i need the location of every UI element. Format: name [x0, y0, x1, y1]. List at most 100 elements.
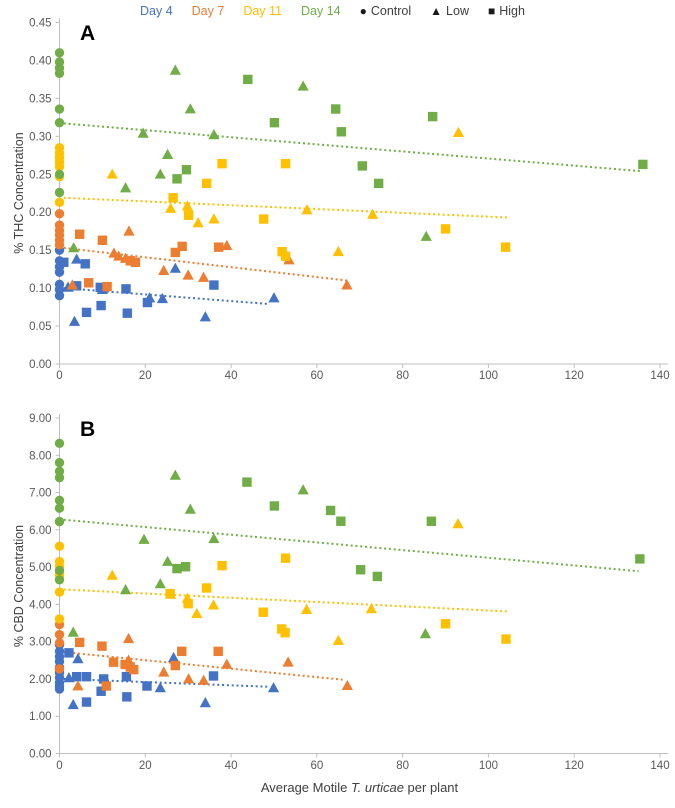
scatter-point-day7-low — [122, 632, 135, 644]
scatter-point-day11-low — [208, 213, 220, 224]
scatter-point-day11-high — [217, 158, 227, 169]
scatter-point-day4-low — [268, 292, 280, 303]
y-tick-label: 0.15 — [29, 245, 51, 257]
scatter-point-day11-low — [452, 518, 464, 529]
scatter-point-day7-low — [221, 239, 233, 251]
scatter-point-day7-high — [213, 242, 224, 252]
scatter-point-day4-high — [209, 280, 219, 290]
scatter-point-day4-high — [122, 308, 132, 318]
scatter-point-day11-high — [217, 560, 227, 571]
scatter-point-day14-high — [373, 178, 384, 189]
scatter-point-day7-low — [182, 269, 194, 280]
scatter-point-day11-high — [280, 251, 291, 261]
scatter-point-day4-control — [54, 684, 65, 694]
x-tick-label: 100 — [479, 760, 498, 772]
scatter-point-day14-control — [54, 187, 65, 198]
scatter-point-day7-low — [123, 225, 135, 236]
x-tick-label: 20 — [139, 370, 152, 382]
y-tick-label: 0.35 — [29, 93, 51, 105]
scatter-point-day11-high — [280, 553, 291, 563]
legend-label-day4: Day 4 — [140, 4, 173, 18]
y-tick-label: 9.00 — [29, 413, 51, 425]
scatter-point-day14-high — [635, 554, 645, 564]
scatter-point-day4-high — [142, 297, 153, 308]
scatter-point-day11-control — [54, 614, 65, 624]
scatter-point-day14-low — [184, 503, 196, 514]
scatter-point-day14-control — [54, 169, 65, 179]
scatter-point-day7-control — [54, 638, 65, 648]
trendline-day11 — [63, 196, 508, 219]
y-tick-label: 0.20 — [29, 207, 51, 219]
legend-item-day4: Day 4 — [140, 4, 173, 18]
scatter-point-day11-high — [168, 193, 178, 203]
scatter-point-day14-high — [269, 117, 280, 128]
scatter-point-day11-low — [181, 200, 193, 211]
scatter-point-day7-low — [341, 679, 353, 691]
legend-item-high: ■ High — [488, 4, 525, 18]
scatter-point-day7-high — [170, 247, 181, 258]
scatter-point-day4-high — [59, 257, 69, 268]
scatter-point-day4-low — [156, 292, 169, 304]
y-tick-label: 3.00 — [29, 637, 51, 649]
scatter-point-day14-low — [208, 129, 220, 140]
y-tick-label: 0.45 — [29, 18, 51, 30]
x-tick-label: 40 — [225, 370, 238, 382]
y-tick-label: 0.25 — [29, 169, 51, 181]
scatter-point-day7-control — [54, 629, 65, 640]
scatter-point-day14-low — [67, 626, 79, 637]
x-tick-label: 140 — [650, 760, 669, 772]
scatter-point-day14-control — [54, 458, 65, 468]
scatter-point-day11-high — [500, 242, 511, 252]
x-axis-title-species: T. urticae — [350, 780, 404, 795]
panel-label-a: A — [80, 22, 96, 45]
scatter-point-day4-low — [68, 315, 81, 326]
legend-item-control: ● Control — [360, 4, 412, 18]
scatter-point-day7-high — [102, 281, 112, 292]
scatter-point-day14-low — [161, 148, 174, 159]
legend-item-day11: Day 11 — [243, 4, 282, 18]
scatter-point-day4-high — [121, 672, 132, 682]
legend-label-control: Control — [370, 4, 412, 18]
scatter-point-day7-low — [113, 250, 125, 261]
x-tick-label: 80 — [396, 760, 409, 772]
scatter-point-day14-high — [242, 477, 252, 487]
scatter-point-day14-control — [54, 575, 65, 585]
scatter-point-day14-low — [169, 469, 181, 480]
x-tick-label: 140 — [650, 370, 669, 382]
scatter-point-day4-high — [208, 671, 219, 681]
scatter-point-day14-high — [372, 571, 383, 582]
scatter-point-day14-control — [54, 117, 65, 128]
scatter-point-day4-low — [167, 651, 180, 663]
trendline-day7 — [63, 651, 343, 681]
scatter-point-day4-high — [122, 692, 132, 702]
y-tick-label: 0.10 — [29, 283, 51, 295]
scatter-point-day7-low — [158, 264, 170, 276]
x-axis-title-pre: Average Motile — [260, 780, 351, 795]
y-tick-label: 0.00 — [29, 359, 51, 371]
scatter-point-day11-control — [54, 541, 65, 551]
scatter-point-day7-high — [177, 646, 187, 657]
scatter-point-day14-high — [426, 516, 437, 526]
scatter-point-day7-high — [129, 664, 139, 675]
scatter-point-day11-low — [106, 168, 118, 179]
scatter-point-day7-high — [213, 646, 223, 657]
scatter-point-day7-low — [66, 279, 78, 290]
y-tick-label: 5.00 — [29, 562, 51, 574]
scatter-point-day11-low — [452, 126, 465, 137]
trendline-day14 — [63, 518, 639, 573]
trendline-day4 — [63, 677, 270, 688]
scatter-point-day11-high — [258, 214, 269, 224]
scatter-point-day14-low — [420, 230, 432, 241]
scatter-point-day14-low — [137, 127, 149, 138]
x-tick-label: 120 — [565, 760, 584, 772]
scatter-point-day14-high — [243, 74, 253, 85]
x-tick-label: 120 — [565, 370, 584, 382]
scatter-point-day14-low — [184, 103, 196, 114]
scatter-point-day7-high — [125, 256, 135, 266]
scatter-point-day7-low — [183, 673, 195, 684]
scatter-point-day7-high — [170, 660, 181, 671]
y-tick-label: 0.40 — [29, 55, 51, 67]
square-marker-icon: ■ — [487, 4, 496, 18]
